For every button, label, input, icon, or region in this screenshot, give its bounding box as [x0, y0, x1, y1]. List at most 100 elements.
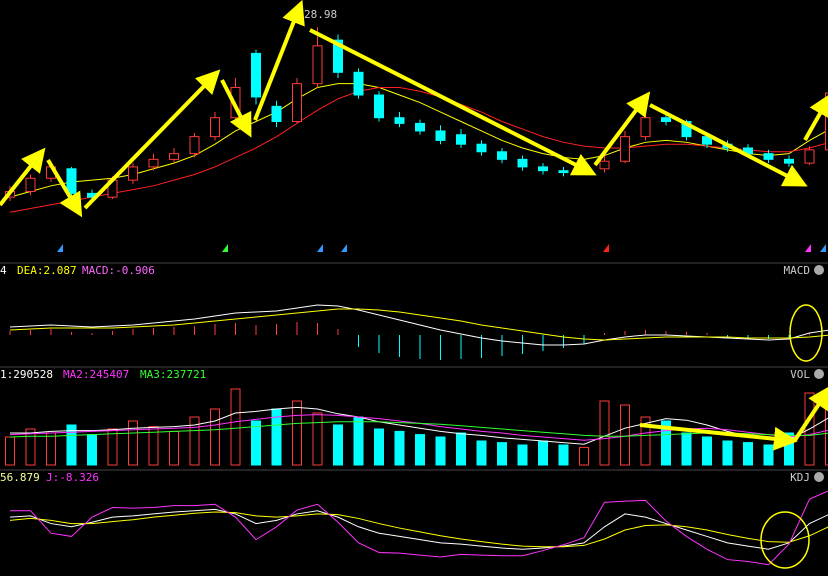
candle-body: [456, 134, 466, 145]
signal-markers: [57, 244, 826, 252]
volume-bar: [456, 432, 466, 466]
gear-icon[interactable]: [814, 265, 824, 275]
annotation-arrows: [0, 0, 828, 451]
macd-line: [9, 308, 828, 341]
candle-body: [640, 117, 651, 138]
candle-body: [620, 136, 630, 162]
candle-body: [763, 153, 774, 160]
volume-bar: [435, 436, 446, 466]
kdj-line: [9, 508, 828, 550]
legend-entry: J:-8.326: [46, 471, 99, 484]
candle-body: [661, 117, 671, 123]
volume-bar: [46, 432, 56, 466]
candle-body: [128, 166, 138, 181]
volume-bar: [640, 416, 651, 466]
gear-icon[interactable]: [814, 369, 824, 379]
volume-bar: [251, 420, 261, 466]
candle-body: [599, 160, 610, 170]
volume-bar: [128, 420, 138, 466]
volume-bar: [230, 388, 241, 466]
moving-average: [9, 86, 828, 213]
pane-title: VOL: [790, 368, 810, 381]
candle-body: [558, 170, 569, 174]
candle-body: [148, 158, 159, 168]
volume-bar: [394, 430, 405, 466]
pane-title: MACD: [784, 264, 811, 277]
volume-bar: [415, 434, 425, 466]
volume-bar: [497, 442, 507, 466]
volume-bar: [599, 400, 610, 466]
candle-body: [210, 117, 220, 138]
volume-bar: [661, 420, 671, 466]
kdj-line: [9, 511, 828, 548]
volume-bar: [189, 416, 200, 466]
legend-entry: MACD:-0.906: [82, 264, 155, 277]
legend-entry: 4: [0, 264, 7, 277]
candle-body: [825, 92, 828, 151]
candle-body: [292, 83, 302, 122]
candle-body: [271, 105, 282, 123]
legend-entry: 56.879: [0, 471, 40, 484]
volume-bar: [292, 400, 302, 466]
moving-average: [9, 83, 828, 198]
volume-bar: [353, 416, 364, 466]
candle-body: [251, 52, 261, 98]
candle-body: [66, 168, 77, 194]
candle-body: [189, 136, 200, 155]
candle-body: [435, 130, 446, 141]
volume-bar: [148, 426, 159, 466]
volume-bar: [169, 430, 179, 466]
candle-body: [415, 122, 425, 132]
candle-body: [312, 45, 323, 85]
marks: [5, 27, 828, 566]
volume-bar: [87, 434, 97, 466]
legend-entry: DEA:2.087: [17, 264, 77, 277]
candle-body: [784, 158, 794, 164]
candle-body: [25, 177, 36, 192]
legend-entry: MA2:245407: [63, 368, 129, 381]
volume-bar: [210, 408, 220, 466]
legend-entry: 1:290528: [0, 368, 53, 381]
settings-icons[interactable]: [814, 265, 824, 482]
volume-bar: [66, 424, 77, 466]
volume-ma: [10, 406, 828, 445]
kdj-line: [10, 490, 828, 566]
volume-bar: [763, 444, 774, 466]
gear-icon[interactable]: [814, 472, 824, 482]
volume-ma: [9, 421, 828, 438]
volume-bar: [681, 432, 692, 466]
volume-bar: [5, 436, 15, 466]
candle-body: [353, 71, 364, 96]
candle-body: [538, 166, 548, 172]
candle-body: [804, 149, 815, 164]
candle-body: [394, 117, 405, 124]
volume-bar: [538, 440, 548, 466]
volume-bar: [476, 440, 487, 466]
volume-bar: [312, 412, 323, 466]
legend-entry: MA3:237721: [140, 368, 206, 381]
volume-bar: [722, 440, 733, 466]
macd-line: [9, 304, 828, 346]
high-label: 28.98: [304, 8, 337, 21]
volume-bar: [825, 388, 828, 466]
candle-body: [517, 158, 528, 168]
labels: 28.98 4 DEA:2.087 MACD:-0.906 MACD 1:290…: [0, 8, 810, 484]
volume-bar: [25, 428, 36, 466]
volume-bar: [620, 404, 630, 466]
volume-bar: [374, 428, 384, 466]
volume-bar: [517, 444, 528, 466]
candle-body: [497, 151, 507, 160]
volume-bar: [333, 424, 343, 466]
volume-bar: [743, 442, 753, 466]
volume-bar: [579, 446, 589, 466]
candle-body: [333, 39, 343, 73]
candle-body: [169, 153, 179, 160]
annotation-circle: [760, 511, 810, 569]
candle-body: [681, 121, 692, 138]
volume-bar: [702, 436, 712, 466]
candle-body: [374, 94, 384, 119]
volume-bar: [107, 428, 118, 466]
